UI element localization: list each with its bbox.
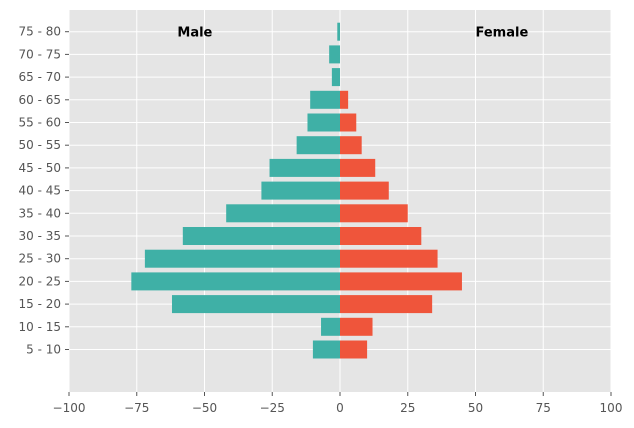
female-bar — [340, 295, 433, 314]
x-tick-label: 0 — [336, 401, 344, 415]
y-tick-label: 40 - 45 — [19, 184, 62, 198]
y-tick-label: 60 - 65 — [19, 93, 62, 107]
y-tick-label: 35 - 40 — [19, 206, 62, 220]
annotations: Male Female — [177, 26, 528, 41]
female-bar — [340, 340, 368, 359]
y-tick-labels: 5 - 10 10 - 15 15 - 20 20 - 25 25 - 30 30 - 3… — [19, 25, 69, 357]
y-tick-label: 20 - 25 — [19, 274, 62, 288]
y-tick-label: 50 - 55 — [19, 138, 62, 152]
x-tick-label: −75 — [124, 401, 149, 415]
male-bar — [310, 90, 340, 109]
male-bar — [329, 45, 340, 64]
annotation-label: Male — [177, 26, 212, 41]
female-bar — [340, 136, 362, 155]
male-bar — [312, 340, 340, 359]
x-tick-label: −25 — [260, 401, 285, 415]
female-bar — [340, 113, 357, 132]
y-tick-label: 75 - 80 — [19, 25, 62, 39]
x-tick-label: 100 — [600, 401, 623, 415]
male-bar — [321, 317, 340, 336]
male-bar — [131, 272, 340, 291]
y-tick-label: 5 - 10 — [26, 343, 61, 357]
y-tick-label: 55 - 60 — [19, 116, 62, 130]
female-bar — [340, 181, 389, 200]
male-bar — [226, 204, 340, 223]
y-tick-label: 45 - 50 — [19, 161, 62, 175]
male-bar — [144, 249, 340, 268]
x-tick-labels: −100 −75 −50 −25 0 25 50 75 100 — [53, 392, 623, 415]
x-tick-label: −100 — [53, 401, 86, 415]
x-tick-label: 25 — [400, 401, 415, 415]
y-tick-label: 30 - 35 — [19, 229, 62, 243]
y-tick-label: 10 - 15 — [19, 320, 62, 334]
y-tick-label: 70 - 75 — [19, 47, 62, 61]
y-tick-label: 65 - 70 — [19, 70, 62, 84]
male-bar — [337, 22, 340, 41]
male-bar — [182, 227, 340, 245]
male-bar — [331, 68, 340, 87]
female-bar — [340, 227, 422, 245]
y-tick-label: 15 - 20 — [19, 297, 62, 311]
y-tick-label: 25 - 30 — [19, 252, 62, 266]
female-bar — [340, 249, 438, 268]
bars — [131, 22, 462, 359]
female-bar — [340, 204, 408, 223]
female-bar — [340, 90, 349, 109]
male-bar — [171, 295, 340, 314]
female-bar — [340, 158, 376, 177]
x-tick-label: 75 — [536, 401, 551, 415]
x-tick-label: 50 — [468, 401, 483, 415]
annotation-label: Female — [476, 26, 529, 41]
male-bar — [296, 136, 340, 155]
x-tick-label: −50 — [192, 401, 217, 415]
male-bar — [307, 113, 340, 132]
female-bar — [340, 317, 373, 336]
male-bar — [261, 181, 340, 200]
female-bar — [340, 272, 462, 291]
male-bar — [269, 158, 340, 177]
